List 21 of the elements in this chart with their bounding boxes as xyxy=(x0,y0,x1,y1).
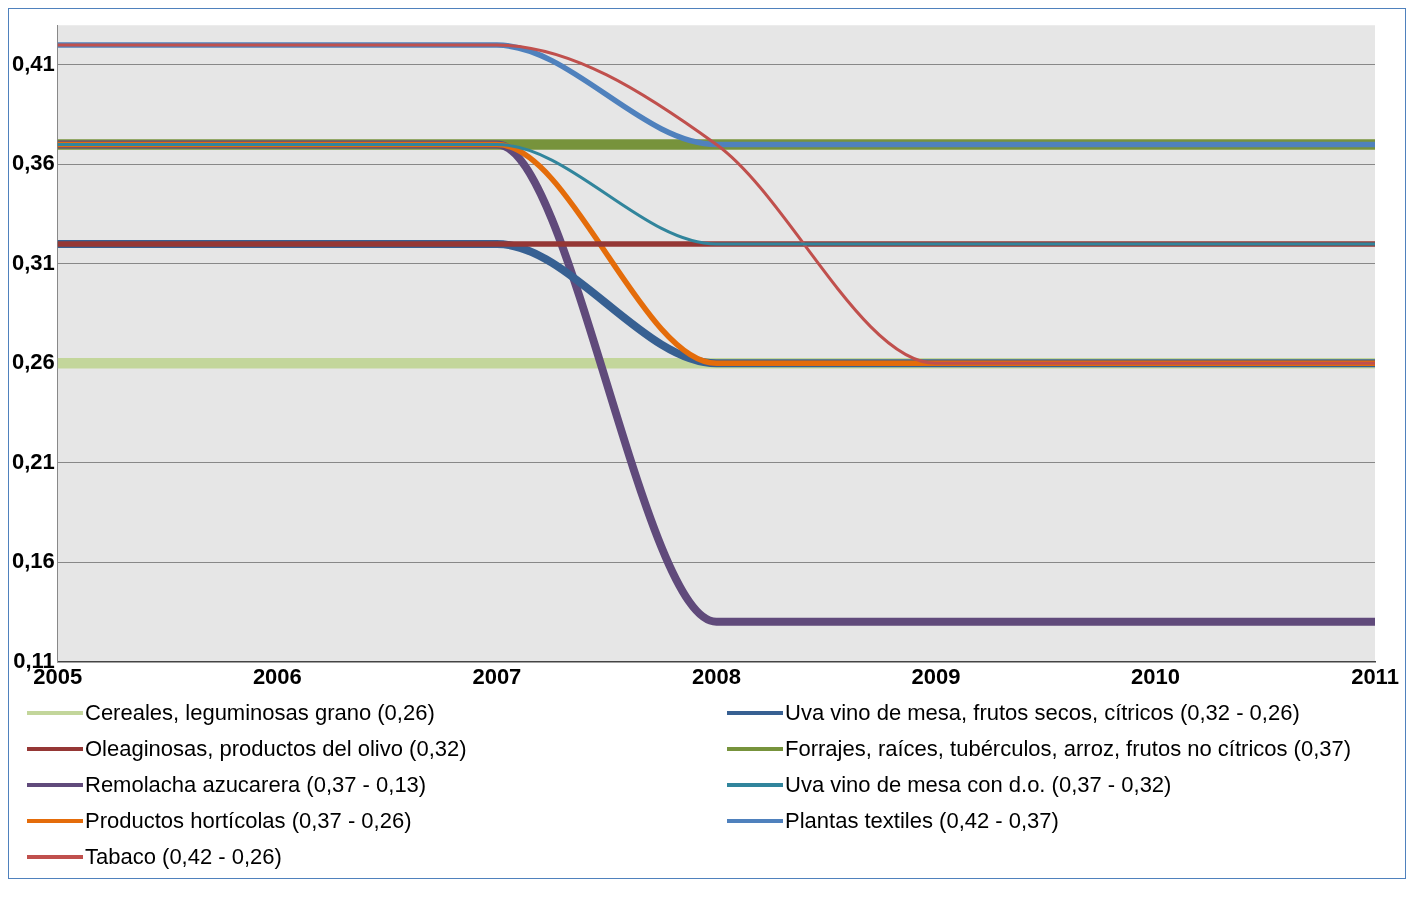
x-tick-label: 2007 xyxy=(472,663,522,689)
legend-label: Uva vino de mesa, frutos secos, cítricos (0,32 - 0,26) xyxy=(785,700,1300,726)
legend-label: Forrajes, raíces, tubérculos, arroz, frutos no cítricos (0,37) xyxy=(785,736,1352,762)
y-tick-label: 0,36 xyxy=(11,150,55,176)
legend-label: Uva vino de mesa con d.o. (0,37 - 0,32) xyxy=(785,772,1172,798)
x-tick-label: 2006 xyxy=(252,663,302,689)
legend-label: Remolacha azucarera (0,37 - 0,13) xyxy=(85,772,427,798)
x-tick-label: 2008 xyxy=(691,663,741,689)
legend-label: Productos hortícolas (0,37 - 0,26) xyxy=(85,808,412,834)
y-tick-label: 0,26 xyxy=(11,349,55,375)
legend-label: Cereales, leguminosas grano (0,26) xyxy=(85,700,435,726)
x-tick-label: 2009 xyxy=(911,663,961,689)
y-tick-label: 0,16 xyxy=(11,548,55,574)
y-tick-label: 0,41 xyxy=(11,51,55,77)
x-tick-label: 2010 xyxy=(1130,663,1180,689)
x-tick-label: 2011 xyxy=(1351,663,1399,689)
y-tick-label: 0,31 xyxy=(11,249,55,275)
y-tick-label: 0,21 xyxy=(11,448,55,474)
legend-label: Tabaco (0,42 - 0,26) xyxy=(85,844,282,870)
legend-label: Plantas textiles (0,42 - 0,37) xyxy=(785,808,1059,834)
legend-label: Oleaginosas, productos del olivo (0,32) xyxy=(85,736,467,762)
